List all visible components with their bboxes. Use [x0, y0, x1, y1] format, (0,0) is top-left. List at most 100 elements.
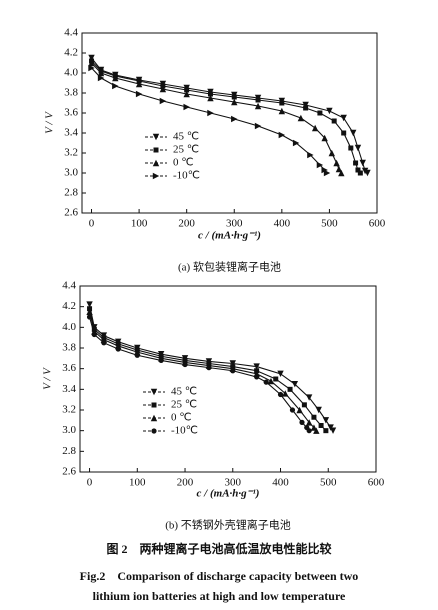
marker: [316, 161, 324, 169]
marker: [277, 391, 284, 398]
marker: [296, 406, 303, 414]
marker: [311, 124, 319, 132]
marker: [88, 59, 95, 67]
marker: [317, 110, 323, 116]
legend-label: 45 ℃: [171, 386, 197, 398]
marker: [278, 107, 286, 115]
marker: [263, 379, 269, 385]
x-tick-label: 600: [369, 218, 386, 230]
legend-label: 0 ℃: [173, 157, 194, 169]
marker: [305, 394, 313, 401]
plot-frame: [81, 32, 378, 214]
marker: [183, 103, 190, 111]
x-tick-label: 300: [225, 477, 242, 489]
marker: [355, 167, 361, 173]
y-tick-label: 3.8: [62, 342, 76, 354]
marker: [86, 301, 93, 308]
marker: [303, 105, 309, 111]
marker: [159, 97, 167, 105]
series-line: [91, 57, 368, 174]
marker: [311, 414, 317, 420]
marker: [229, 360, 236, 367]
marker: [151, 428, 157, 434]
y-tick-label: 3.4: [64, 127, 78, 139]
marker: [341, 130, 347, 136]
marker: [88, 54, 95, 62]
marker: [299, 419, 305, 425]
y-tick-label: 2.6: [64, 207, 78, 219]
series-line: [91, 62, 342, 174]
marker: [331, 118, 337, 124]
x-tick-label: 500: [320, 477, 337, 489]
marker: [153, 147, 159, 153]
marker: [359, 159, 366, 167]
marker: [183, 90, 190, 98]
marker: [91, 331, 97, 338]
marker: [134, 352, 140, 358]
marker: [207, 91, 213, 97]
marker: [348, 145, 354, 151]
marker: [207, 94, 214, 102]
marker: [277, 370, 284, 378]
y-tick-label: 2.6: [62, 466, 76, 478]
marker: [322, 417, 330, 424]
marker: [305, 419, 313, 426]
marker: [315, 406, 322, 414]
marker: [97, 69, 105, 77]
x-tick-label: 400: [272, 477, 289, 489]
x-tick-label: 200: [178, 218, 195, 230]
legend-label: 45 ℃: [173, 131, 199, 143]
marker: [282, 390, 289, 397]
x-tick-label: 500: [321, 218, 338, 230]
x-tick-label: 0: [89, 218, 95, 230]
marker: [297, 114, 305, 122]
y-axis-label: V / V: [44, 111, 56, 134]
caption-zh: 图 2 两种锂离子电池高低温放电性能比较: [106, 541, 331, 556]
legend-label: -10℃: [171, 425, 198, 437]
legend-label: -10℃: [173, 170, 200, 182]
marker: [101, 340, 107, 346]
y-axis-label: V / V: [42, 367, 54, 390]
marker: [135, 90, 143, 98]
y-tick-label: 3.2: [64, 147, 78, 159]
marker: [292, 139, 300, 147]
marker: [307, 151, 314, 159]
x-tick-label: 100: [131, 218, 148, 230]
y-tick-label: 3.6: [62, 362, 76, 374]
subtitle: (b) 不锈钢外壳锂离子电池: [165, 518, 291, 532]
y-tick-label: 4.4: [62, 280, 76, 292]
marker: [253, 363, 260, 370]
marker: [135, 80, 143, 88]
marker: [158, 357, 164, 363]
marker: [354, 144, 362, 152]
marker: [207, 109, 214, 117]
marker: [289, 407, 296, 413]
marker: [350, 129, 357, 137]
marker: [318, 423, 324, 428]
marker: [86, 314, 93, 320]
series-line: [89, 316, 310, 432]
marker: [323, 169, 331, 177]
marker: [279, 100, 285, 106]
marker: [321, 134, 328, 142]
x-tick-label: 100: [129, 477, 146, 489]
marker: [357, 170, 363, 176]
y-tick-label: 2.8: [64, 187, 78, 199]
marker: [152, 159, 160, 167]
marker: [255, 97, 261, 103]
x-axis-label: c / (mA·h·g⁻¹): [197, 488, 260, 500]
x-tick-label: 600: [368, 477, 385, 489]
marker: [231, 98, 238, 106]
marker: [150, 414, 158, 422]
legend-label: 25 ℃: [173, 144, 199, 156]
x-tick-label: 200: [177, 477, 194, 489]
marker: [152, 172, 160, 180]
marker: [313, 427, 320, 434]
marker: [254, 122, 262, 130]
y-tick-label: 2.8: [62, 445, 76, 457]
y-tick-label: 3.4: [62, 383, 76, 395]
marker: [254, 374, 260, 380]
x-tick-label: 400: [274, 218, 291, 230]
marker: [112, 74, 119, 82]
